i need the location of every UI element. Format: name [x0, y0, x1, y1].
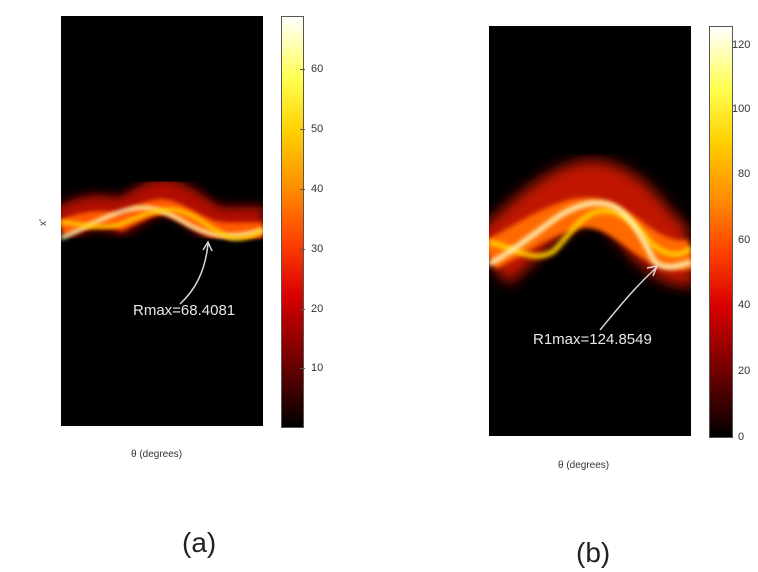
- x-axis-label-a: θ (degrees): [131, 449, 183, 460]
- colorbar-a-tickmark-60: [300, 69, 305, 70]
- panel-label-a: (a): [182, 527, 217, 558]
- sinogram-curve2-a: [61, 207, 263, 241]
- colorbar-b-tick-100: 100: [732, 103, 751, 115]
- colorbar-a-tick-10: 10: [311, 362, 324, 374]
- heatmap-a: [61, 16, 263, 426]
- colorbar-b-tick-120: 120: [732, 39, 751, 51]
- colorbar-b-tick-60: 60: [738, 234, 751, 246]
- annotation-a: Rmax=68.4081: [133, 302, 236, 319]
- annotation-b: R1max=124.8549: [533, 331, 652, 348]
- colorbar-b-tick-80: 80: [738, 168, 751, 180]
- colorbar-a-tickmark-30: [300, 249, 305, 250]
- sinogram-curve1-b: [489, 208, 691, 259]
- colorbar-a-tick-60: 60: [311, 63, 324, 75]
- arrow-a: [179, 243, 209, 305]
- colorbar-a-tick-50: 50: [311, 123, 324, 135]
- sinogram-curve2-b: [489, 200, 691, 270]
- colorbar-a: [281, 16, 304, 428]
- panel-label-b: (b): [576, 537, 611, 568]
- colorbar-b-tick-40: 40: [738, 299, 751, 311]
- colorbar-a-tick-20: 20: [311, 303, 324, 315]
- colorbar-a-tick-40: 40: [311, 183, 324, 195]
- colorbar-a-tickmark-20: [300, 309, 305, 310]
- colorbar-b: [709, 26, 733, 438]
- arrowhead-b: [646, 264, 659, 277]
- colorbar-a-tickmark-10: [300, 368, 305, 369]
- sinogram-a: [61, 178, 263, 241]
- colorbar-b-tick-20: 20: [738, 365, 751, 377]
- colorbar-a-tickmark-40: [300, 189, 305, 190]
- arrow-b: [599, 267, 657, 331]
- sinogram-b: [489, 160, 691, 287]
- colorbar-a-tick-30: 30: [311, 243, 324, 255]
- colorbar-a-tickmark-50: [300, 129, 305, 130]
- x-axis-label-b: θ (degrees): [558, 460, 610, 471]
- arrowhead-a: [202, 240, 213, 252]
- heatmap-b: [489, 26, 691, 436]
- colorbar-b-tick-0: 0: [738, 431, 745, 443]
